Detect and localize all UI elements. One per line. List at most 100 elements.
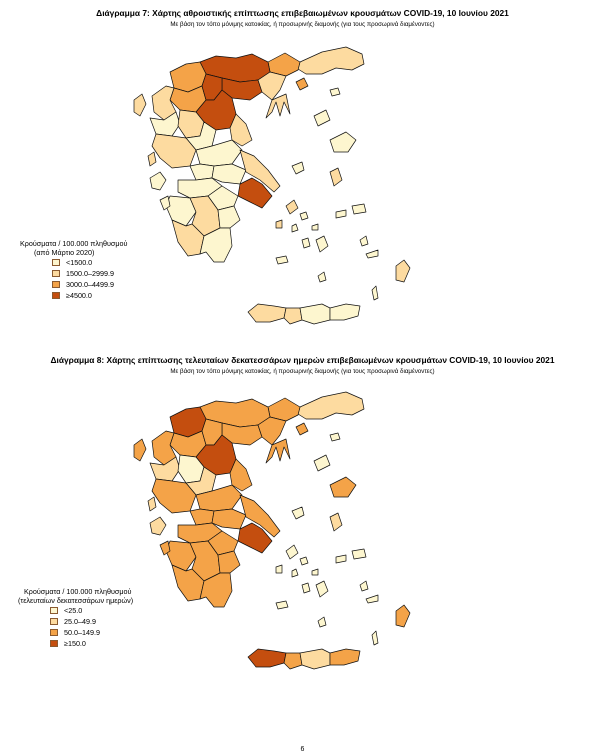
region-map8-lasithi [329, 648, 361, 666]
legend7-swatch [52, 270, 60, 277]
region-map8-naxos [315, 580, 329, 598]
map8-regions [133, 391, 411, 670]
region-map8-kea [275, 564, 283, 574]
region-map7-rhodes [395, 259, 411, 283]
legend8-swatch [50, 618, 58, 625]
region-map7-naxos [315, 235, 329, 253]
region-map7-kos [365, 249, 379, 259]
legend7-item: <1500.0 [52, 257, 127, 268]
legend8-label: 50.0–149.9 [64, 628, 100, 637]
region-map8-evia [239, 494, 281, 538]
region-map8-chalkidiki-fingers [265, 438, 291, 464]
region-map8-tinos [299, 556, 309, 566]
region-map7-lefkada [147, 151, 157, 167]
legend8-item: 50.0–149.9 [50, 627, 133, 638]
region-map8-chania [247, 648, 287, 668]
region-map7-attica [237, 177, 273, 209]
region-map8-rethymno [283, 652, 303, 670]
region-map8-kos [365, 594, 379, 604]
region-map8-thasos [295, 422, 309, 436]
region-map7-mykonos [311, 223, 319, 231]
region-map7-chios [329, 167, 343, 187]
region-map7-tinos [299, 211, 309, 221]
region-map8-laconia [199, 572, 233, 608]
legend7-title-line1: Κρούσματα / 100.000 πληθυσμού [20, 239, 128, 248]
region-map7-limnos [313, 109, 331, 127]
region-map8-argolida [217, 550, 241, 574]
region-map7-laconia [199, 227, 233, 263]
legend7-label: ≥4500.0 [66, 291, 92, 300]
region-map8-kefalonia [149, 516, 167, 536]
region-map7-chalkidiki [257, 71, 287, 101]
region-map8-santorini [317, 616, 327, 628]
legend7-item: 3000.0–4499.9 [52, 279, 127, 290]
region-map7-zakynthos [159, 195, 171, 211]
region-map7-thasos [295, 77, 309, 91]
region-map7-chalkidiki-fingers [265, 93, 291, 119]
diagram8-map [133, 391, 411, 670]
legend8-item: ≥150.0 [50, 638, 133, 649]
region-map8-rhodes [395, 604, 411, 628]
legend7-label: 3000.0–4499.9 [66, 280, 114, 289]
legend8-label: ≥150.0 [64, 639, 86, 648]
region-map7-thrace [297, 46, 365, 75]
region-map8-samothraki [329, 432, 341, 442]
legend8-swatch [50, 629, 58, 636]
region-map8-thrace [297, 391, 365, 420]
region-map8-syros [291, 568, 299, 578]
region-map7-syros [291, 223, 299, 233]
region-map7-rethymno [283, 307, 303, 325]
region-map8-ikaria [335, 554, 347, 564]
region-map8-viotia [211, 508, 247, 530]
region-map8-heraklion [299, 648, 331, 670]
diagram7-legend: Κρούσματα / 100.000 πληθυσμού (από Μάρτι… [20, 239, 127, 301]
region-map7-evia [239, 149, 281, 193]
region-map7-kalymnos [359, 235, 369, 247]
legend7-label: 1500.0–2999.9 [66, 269, 114, 278]
region-map7-andros [285, 199, 299, 215]
region-map8-epirus-north [151, 430, 177, 466]
diagram7-subtitle: Με βάση τον τόπο μόνιμης κατοικίας, ή πρ… [170, 21, 435, 28]
region-map7-argolida [217, 205, 241, 229]
region-map8-chalkidiki [257, 416, 287, 446]
legend8-title-line2: (τελευταίων δεκατεσσάρων ημερών) [18, 596, 134, 605]
map7-regions [133, 46, 411, 325]
legend7-title-line2: (από Μάρτιο 2020) [34, 248, 95, 257]
region-map8-skyros [291, 506, 305, 520]
region-map7-epirus-north [151, 85, 177, 121]
region-map7-viotia [211, 163, 247, 185]
region-map7-corfu [133, 93, 147, 117]
legend8-item: 25.0–49.9 [50, 616, 133, 627]
region-map7-skyros [291, 161, 305, 175]
region-map7-chania [247, 303, 287, 323]
region-map8-limnos [313, 454, 331, 472]
diagram8-legend: Κρούσματα / 100.000 πληθυσμού (τελευταίω… [18, 587, 133, 649]
region-map8-karpathos [371, 630, 379, 646]
region-map7-lasithi [329, 303, 361, 321]
legend8-label: 25.0–49.9 [64, 617, 96, 626]
legend7-swatch [52, 259, 60, 266]
region-map8-milos [275, 600, 289, 610]
region-map7-samos [351, 203, 367, 215]
region-map8-corfu [133, 438, 147, 462]
region-map7-heraklion [299, 303, 331, 325]
legend8-item: <25.0 [50, 605, 133, 616]
legend8-label: <25.0 [64, 606, 83, 615]
region-map8-chios [329, 512, 343, 532]
legend7-label: <1500.0 [66, 258, 93, 267]
legend8-swatch [50, 640, 58, 647]
region-map8-zakynthos [159, 540, 171, 556]
diagram8-title: Διάγραμμα 8: Χάρτης επίπτωσης τελευταίων… [50, 355, 555, 365]
page-number: 6 [300, 746, 305, 753]
region-map7-kefalonia [149, 171, 167, 191]
region-map8-andros [285, 544, 299, 560]
legend7-swatch [52, 292, 60, 299]
region-map8-kalymnos [359, 580, 369, 592]
legend8-swatch [50, 607, 58, 614]
region-map8-paros [301, 582, 311, 594]
region-map7-kea [275, 219, 283, 229]
legend7-item: ≥4500.0 [52, 290, 127, 301]
diagram7-title: Διάγραμμα 7: Χάρτης αθροιστικής επίπτωση… [96, 8, 509, 18]
region-map7-ikaria [335, 209, 347, 219]
diagram8-subtitle: Με βάση τον τόπο μόνιμης κατοικίας, ή πρ… [170, 368, 435, 375]
